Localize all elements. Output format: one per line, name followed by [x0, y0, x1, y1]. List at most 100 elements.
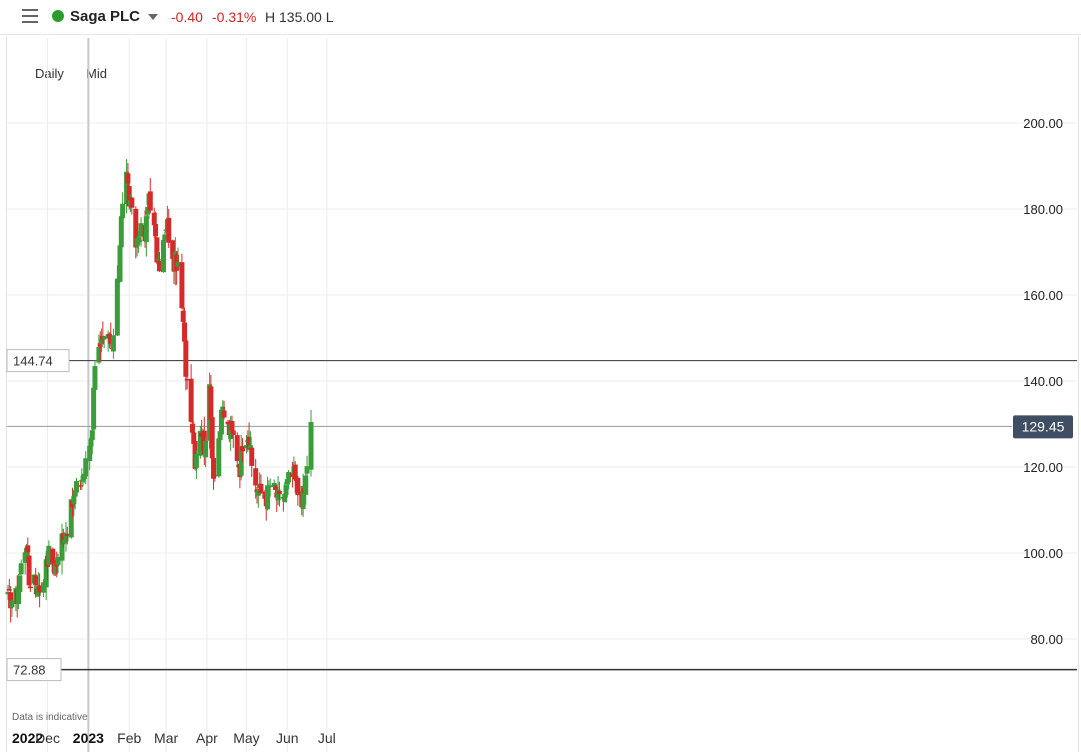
market-status-dot: [52, 10, 64, 22]
candle-up: [265, 485, 271, 510]
price-type-selector[interactable]: Mid: [86, 66, 107, 81]
candle-down: [180, 310, 186, 322]
candle-down: [188, 378, 194, 422]
y-tick-label: 200.00: [1023, 116, 1063, 131]
x-tick-label: Jun: [276, 730, 299, 746]
candle-up: [17, 575, 23, 592]
candle-up: [228, 424, 234, 440]
candle-down: [211, 457, 217, 479]
reference-line-label: 144.74: [13, 354, 53, 369]
candle-up: [16, 588, 22, 605]
candle-up: [220, 406, 226, 413]
candle-down: [262, 491, 268, 499]
candle-down: [246, 436, 252, 450]
candle-up: [83, 458, 89, 477]
hamburger-icon[interactable]: [22, 9, 38, 23]
x-tick-label: Mar: [154, 730, 178, 746]
candle-down: [108, 337, 114, 344]
last-price-tag: [1013, 415, 1073, 439]
y-tick-label: 180.00: [1023, 202, 1063, 217]
candle-up: [247, 445, 253, 449]
candle-down: [147, 191, 153, 211]
candle-up: [143, 216, 149, 243]
candle-up: [160, 240, 166, 273]
x-tick-label: Apr: [196, 730, 218, 746]
candle-up: [74, 481, 80, 493]
reference-line-label: 72.88: [13, 663, 46, 678]
candle-up: [145, 206, 151, 215]
x-tick-label: Dec: [35, 730, 60, 746]
candle-up: [138, 223, 144, 237]
candle-up: [89, 430, 95, 440]
candle-down: [272, 486, 278, 491]
candle-down: [292, 464, 298, 480]
candle-up: [124, 171, 130, 205]
chart-panel: [6, 36, 1079, 752]
candle-down: [229, 420, 235, 432]
candle-down: [157, 260, 163, 272]
candle-up: [286, 472, 292, 483]
y-tick-label: 80.00: [1030, 632, 1063, 647]
candle-down: [77, 485, 83, 487]
x-tick-label: May: [233, 730, 259, 746]
candle-down: [208, 386, 214, 420]
candle-up: [304, 466, 310, 474]
candle-down: [8, 592, 14, 609]
candle-up: [96, 346, 102, 363]
candle-down: [240, 446, 246, 452]
y-tick-label: 100.00: [1023, 546, 1063, 561]
candle-up: [155, 259, 161, 261]
candle-up: [134, 238, 140, 247]
candle-down: [170, 240, 176, 259]
candle-down: [151, 212, 157, 226]
instrument-name[interactable]: Saga PLC: [70, 8, 141, 25]
x-tick-label: Feb: [117, 730, 141, 746]
candle-up: [18, 563, 24, 575]
candle-down: [290, 473, 296, 477]
y-tick-label: 140.00: [1023, 374, 1063, 389]
candle-up: [162, 234, 168, 241]
candle-up: [137, 240, 143, 242]
candle-down: [230, 430, 236, 435]
candle-up: [22, 552, 28, 563]
candle-up: [71, 495, 77, 505]
chevron-down-icon[interactable]: [148, 14, 158, 20]
x-tick-label: 2022: [12, 730, 43, 746]
candle-down: [25, 545, 31, 553]
candle-up: [110, 335, 116, 352]
candle-down: [191, 432, 197, 444]
y-tick-label: 160.00: [1023, 288, 1063, 303]
candle-up: [175, 262, 181, 267]
instrument-header: Saga PLC -0.40 -0.31% H 135.00 L: [0, 0, 1081, 35]
candle-up: [197, 430, 203, 456]
candle-down: [50, 548, 56, 565]
candle-up: [101, 336, 107, 340]
candle-up: [266, 486, 272, 488]
candle-down: [6, 589, 12, 591]
candle-up: [271, 482, 277, 488]
candle-up: [92, 366, 98, 390]
candle-down: [129, 197, 135, 208]
candle-up: [203, 440, 209, 458]
y-tick-label: 120.00: [1023, 460, 1063, 475]
candle-up: [238, 446, 244, 476]
candle-up: [218, 409, 224, 435]
candle-down: [125, 173, 131, 184]
candle-down: [183, 340, 189, 377]
interval-selector[interactable]: Daily: [35, 66, 64, 81]
candle-down: [64, 533, 70, 537]
change-percent: -0.31%: [212, 9, 257, 25]
candle-up: [216, 438, 222, 477]
candle-down: [276, 490, 282, 495]
candle-up: [303, 475, 309, 495]
candle-up: [41, 582, 47, 593]
candle-down: [133, 208, 139, 248]
candle-down: [153, 224, 159, 236]
candle-up: [52, 563, 58, 575]
candle-up: [217, 431, 223, 441]
candle-down: [27, 586, 33, 589]
candle-up: [275, 489, 281, 501]
high-low-readout: H 135.00 L: [265, 9, 334, 25]
last-price-label: 129.45: [1022, 418, 1065, 434]
